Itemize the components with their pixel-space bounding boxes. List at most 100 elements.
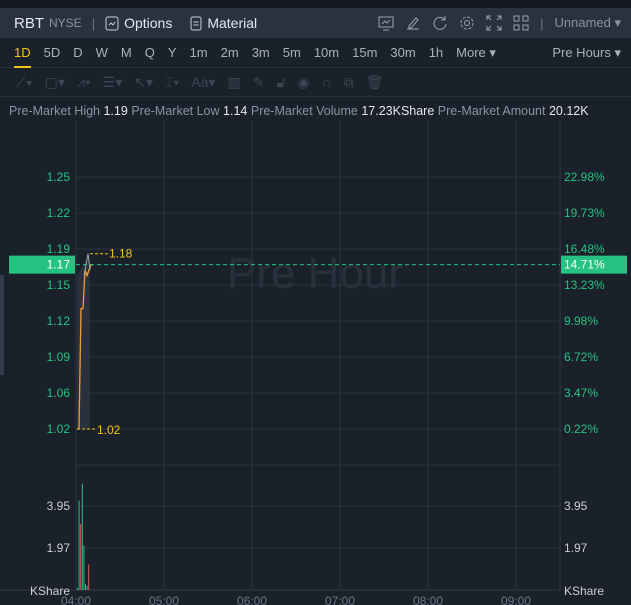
high-marker: 1.18 [109, 247, 133, 261]
x-tick: 05:00 [149, 594, 179, 605]
amount-value: 20.12K [548, 104, 589, 118]
volume-bar [83, 545, 85, 590]
timeframe-5m[interactable]: 5m [282, 45, 301, 60]
fib-tool-icon[interactable]: ☰▾ [102, 73, 123, 90]
pct-tick: 3.47% [564, 386, 598, 400]
fullscreen-icon[interactable] [486, 15, 502, 31]
layout-dropdown[interactable]: Unnamed ▾ [554, 15, 621, 30]
timeframe-bar: 1D 5D D W M Q Y 1m 2m 3m 5m 10m 15m 30m 1h More ▾ [0, 38, 631, 68]
timeframe-5d[interactable]: 5D [43, 45, 61, 60]
volume-tick: 3.95 [47, 499, 71, 513]
divider: | [91, 15, 96, 31]
side-panel-handle[interactable] [0, 275, 4, 375]
pct-tick: 22.98% [564, 170, 605, 184]
timeframe-d[interactable]: D [73, 45, 83, 60]
gear-icon[interactable] [459, 15, 475, 31]
trash-icon[interactable]: 🗑︎ [365, 73, 384, 90]
timeframe-w[interactable]: W [95, 45, 108, 60]
grid-layout-icon[interactable] [513, 15, 529, 31]
options-button[interactable]: Options [105, 15, 172, 31]
volume-unit: KShare [30, 584, 70, 598]
rectangle-tool-icon[interactable]: ▢▾ [44, 73, 65, 90]
volume-tick: 1.97 [47, 541, 71, 555]
low-value: 1.14 [223, 104, 248, 118]
timeframe-q[interactable]: Q [144, 45, 155, 60]
timeframe-3m[interactable]: 3m [251, 45, 270, 60]
timeframe-10m[interactable]: 10m [313, 45, 340, 60]
pattern-tool-icon[interactable]: ⩘▾ [76, 73, 91, 90]
price-tick: 1.02 [47, 422, 71, 436]
price-chart[interactable]: Pre Hour 1.25 1.22 1.19 1.15 1.12 1.09 1.06 1.02… [0, 120, 631, 605]
avg-line [83, 253, 91, 276]
timeframe-more[interactable]: More ▾ [456, 44, 496, 60]
timeframe-m[interactable]: M [120, 45, 132, 60]
volume-label: Pre-Market Volume [250, 104, 358, 118]
price-tick: 1.22 [47, 206, 71, 220]
volume-bar [81, 483, 83, 590]
magnet-icon[interactable]: ∩ [321, 74, 332, 90]
amount-label: Pre-Market Amount [437, 104, 546, 118]
volume-bar [78, 500, 80, 590]
layers-icon[interactable]: ⧉ [343, 73, 354, 90]
timeframe-2m[interactable]: 2m [220, 45, 239, 60]
divider: | [540, 15, 544, 31]
measure-tool-icon[interactable]: ⌶▾ [165, 73, 180, 90]
x-tick: 08:00 [413, 594, 443, 605]
material-label: Material [207, 15, 258, 31]
eye-icon[interactable]: ◉ [297, 73, 310, 90]
pen-icon[interactable]: ✎ [252, 73, 265, 90]
pct-tick: 13.23% [564, 278, 605, 292]
x-tick: 09:00 [501, 594, 531, 605]
volume-unit-right: KShare [564, 584, 604, 598]
volume-bar [80, 524, 82, 590]
timeframe-1h[interactable]: 1h [428, 45, 444, 60]
current-price-label: 1.17 [47, 258, 71, 272]
premarket-info: Pre-Market High 1.19 Pre-Market Low 1.14… [9, 104, 589, 118]
material-button[interactable]: Material [190, 15, 257, 31]
timeframe-15m[interactable]: 15m [352, 45, 378, 60]
pencil-icon[interactable] [405, 15, 421, 31]
timeframe-1d[interactable]: 1D [14, 45, 31, 68]
pct-tick: 19.73% [564, 206, 605, 220]
exchange: NYSE [49, 16, 82, 30]
high-value: 1.19 [103, 104, 128, 118]
price-tick: 1.25 [47, 170, 71, 184]
pct-tick: 9.98% [564, 314, 598, 328]
x-tick: 06:00 [237, 594, 267, 605]
current-pct-label: 14.71% [564, 258, 605, 272]
price-tick: 1.15 [47, 278, 71, 292]
volume-bar [85, 583, 86, 590]
price-tick: 1.12 [47, 314, 71, 328]
header-bar: RBT NYSE | Options Material | Unnamed ▾ [0, 8, 631, 38]
current-price-badge [9, 255, 75, 274]
arrow-tool-icon[interactable]: ↖▾ [134, 73, 154, 90]
pct-tick: 6.72% [564, 350, 598, 364]
indicator-icon[interactable]: ▥ [227, 73, 241, 90]
chart-monitor-icon[interactable] [378, 15, 394, 31]
timeframe-30m[interactable]: 30m [390, 45, 416, 60]
refresh-icon[interactable] [432, 15, 448, 31]
volume-bar [88, 564, 90, 590]
text-tool-icon[interactable]: Aa▾ [191, 73, 216, 90]
volume-value: 17.23KShare [361, 104, 435, 118]
volume-tick-right: 3.95 [564, 499, 588, 513]
current-pct-badge [561, 255, 627, 274]
x-tick: 04:00 [61, 594, 91, 605]
volume-tick-right: 1.97 [564, 541, 588, 555]
timeframe-1m[interactable]: 1m [189, 45, 208, 60]
session-dropdown[interactable]: Pre Hours ▾ [552, 45, 621, 60]
volume-bar [77, 587, 78, 590]
pct-tick: 16.48% [564, 242, 605, 256]
lock-icon[interactable]: 🔓︎ [276, 73, 286, 90]
pct-tick: 0.22% [564, 422, 598, 436]
volume-bar [86, 585, 88, 590]
top-strip [0, 0, 631, 8]
line-tool-icon[interactable]: ⟋▾ [16, 73, 33, 90]
high-label: Pre-Market High [9, 104, 100, 118]
options-icon [105, 16, 119, 30]
price-tick: 1.06 [47, 386, 71, 400]
timeframe-y[interactable]: Y [167, 45, 177, 60]
document-icon [190, 16, 202, 30]
x-tick: 07:00 [325, 594, 355, 605]
drawing-toolbar: ⟋▾ ▢▾ ⩘▾ ☰▾ ↖▾ ⌶▾ Aa▾ ▥ ✎ 🔓︎ ◉ ∩ ⧉ 🗑︎ [0, 68, 631, 97]
